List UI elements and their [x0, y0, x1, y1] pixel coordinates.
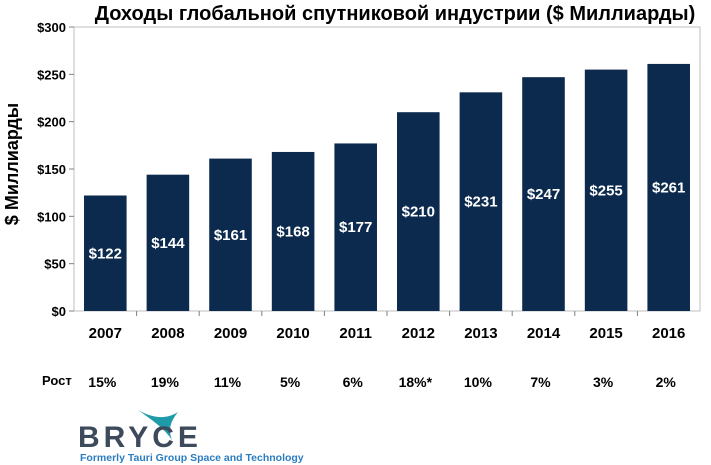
- bar-data-label: $261: [652, 179, 685, 196]
- bar-data-label: $255: [589, 182, 622, 199]
- x-tick-label: 2014: [527, 325, 561, 342]
- x-tick-label: 2010: [276, 325, 309, 342]
- bar: [209, 158, 252, 311]
- growth-value: 6%: [343, 374, 364, 390]
- growth-value: 7%: [530, 374, 551, 390]
- growth-value: 5%: [280, 374, 301, 390]
- bar-data-label: $122: [89, 245, 122, 262]
- bar: [84, 195, 127, 311]
- y-tick-label: $100: [37, 209, 66, 224]
- x-tick-label: 2015: [589, 325, 622, 342]
- logo-name: BRYCE: [78, 421, 202, 454]
- growth-row-label: Рост: [42, 373, 72, 388]
- chart-title: Доходы глобальной спутниковой индустрии …: [95, 3, 696, 25]
- y-tick-label: $0: [52, 304, 66, 319]
- bar: [334, 143, 377, 311]
- bar: [146, 174, 190, 311]
- bar: [584, 69, 628, 311]
- bar-data-label: $177: [339, 219, 372, 236]
- x-tick-label: 2008: [151, 325, 184, 342]
- growth-value: 19%: [151, 374, 180, 390]
- plot-area: $0 $50 $100 $150 $200 $250 $300 $122 2007 $144 200…: [37, 20, 701, 342]
- bar: [397, 112, 440, 311]
- y-tick-label: $300: [37, 20, 66, 35]
- x-tick-label: 2012: [402, 325, 435, 342]
- growth-value: 2%: [656, 374, 677, 390]
- y-tick-label: $250: [37, 67, 66, 82]
- growth-value: 18%*: [399, 374, 433, 390]
- bar: [271, 151, 315, 311]
- growth-value: 15%: [88, 374, 117, 390]
- bar: [647, 63, 690, 311]
- growth-value: 11%: [214, 374, 242, 390]
- y-axis-label: $ Миллиарды: [2, 103, 22, 225]
- x-tick-label: 2016: [652, 325, 685, 342]
- bar: [522, 77, 565, 311]
- bar-data-label: $161: [214, 227, 247, 244]
- bar-data-label: $168: [276, 223, 309, 240]
- y-tick-label: $50: [44, 257, 66, 272]
- bar-data-label: $210: [402, 204, 435, 221]
- bar-data-label: $231: [464, 194, 497, 211]
- bryce-logo: BRYCE Formerly Tauri Group Space and Tec…: [78, 410, 304, 464]
- y-tick-label: $150: [37, 162, 66, 177]
- growth-value: 3%: [593, 374, 614, 390]
- bar-data-label: $144: [151, 235, 185, 252]
- x-tick-label: 2011: [339, 325, 372, 342]
- y-tick-label: $200: [37, 115, 66, 130]
- x-tick-label: 2009: [214, 325, 247, 342]
- logo-swoosh-icon: [138, 410, 178, 440]
- bar-data-label: $247: [527, 186, 560, 203]
- x-tick-label: 2013: [464, 325, 497, 342]
- logo-tagline: Formerly Tauri Group Space and Technolog…: [80, 452, 304, 464]
- growth-row: 15% 19% 11% 5% 6% 18%* 10% 7% 3% 2%: [88, 374, 676, 390]
- x-tick-label: 2007: [89, 325, 122, 342]
- growth-value: 10%: [464, 374, 493, 390]
- bar: [459, 92, 503, 311]
